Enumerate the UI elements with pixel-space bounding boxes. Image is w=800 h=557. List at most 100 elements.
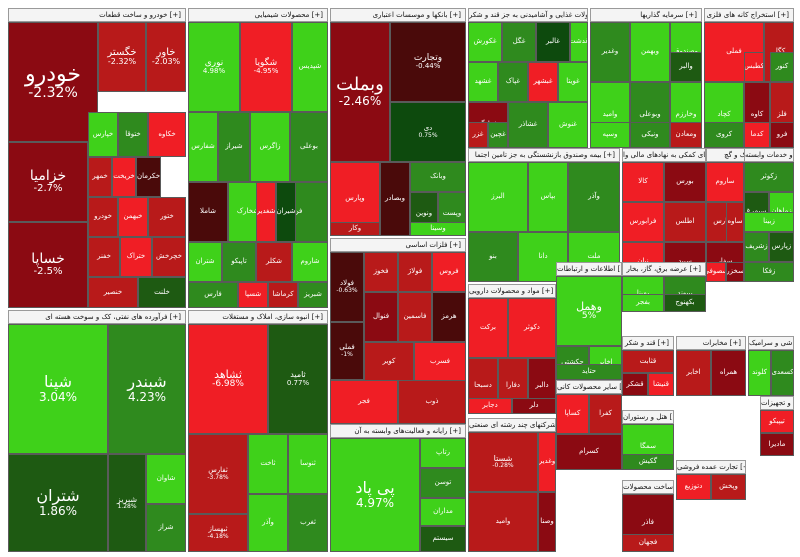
stock-tile[interactable]: ساوه <box>726 202 744 242</box>
stock-tile[interactable]: وسپه <box>590 122 630 148</box>
stock-tile[interactable]: زشریف <box>744 232 769 262</box>
stock-tile[interactable]: توسن <box>420 468 466 498</box>
stock-tile[interactable]: وپخش <box>711 474 746 500</box>
stock-tile[interactable]: زکوثر <box>744 162 794 192</box>
stock-tile[interactable]: وتجارت -0.44% <box>390 22 466 102</box>
stock-tile[interactable]: شتران 1.86% <box>8 454 108 552</box>
stock-tile[interactable]: همراه <box>711 350 746 396</box>
stock-tile[interactable]: شتران <box>188 242 222 282</box>
stock-tile[interactable]: فملی -1% <box>330 322 364 380</box>
sector-header[interactable]: تجارت عمده فروشی [+] <box>676 460 746 474</box>
sector-header[interactable]: ماشین آلات و تجهیزات [+] <box>760 396 794 410</box>
stock-tile[interactable]: زپارس <box>769 232 794 262</box>
stock-tile[interactable]: فجر <box>330 380 398 424</box>
stock-tile[interactable]: والبر <box>670 52 702 82</box>
stock-tile[interactable]: خریخت <box>112 157 136 197</box>
stock-tile[interactable]: نوری 4.98% <box>188 22 240 112</box>
stock-tile[interactable]: ختور <box>148 197 186 237</box>
stock-tile[interactable]: کدما <box>744 122 770 148</box>
stock-tile[interactable]: ختراک <box>120 237 152 277</box>
stock-tile[interactable]: دجابر <box>468 398 512 414</box>
stock-tile[interactable]: فروس <box>432 252 466 292</box>
sector-header[interactable]: محصولات شیمیایی [+] <box>188 8 328 22</box>
stock-tile[interactable]: دلر <box>512 398 556 414</box>
stock-tile[interactable]: فولاد -0.63% <box>330 252 364 322</box>
sector-header[interactable]: قند و شکر [+] <box>622 336 674 350</box>
stock-tile[interactable]: کویر <box>364 342 414 382</box>
stock-tile[interactable]: ذوب <box>398 380 466 424</box>
stock-tile[interactable]: کالا <box>622 162 664 202</box>
sector-header[interactable]: مخابرات [+] <box>676 336 746 350</box>
stock-tile[interactable]: شیراز <box>218 112 250 182</box>
stock-tile[interactable]: زاگرس <box>250 112 290 182</box>
stock-tile[interactable]: اخابر <box>676 350 711 396</box>
stock-tile[interactable]: شسپا <box>238 282 268 308</box>
stock-tile[interactable]: کرماشا <box>268 282 298 308</box>
stock-tile[interactable]: کلوند <box>748 350 771 396</box>
stock-tile[interactable]: فجهان <box>622 534 674 552</box>
stock-tile[interactable]: برکت <box>468 298 508 358</box>
sector-header[interactable]: محصولات غذایی و آشامیدنی به جز قند و شکر… <box>468 8 588 22</box>
stock-tile[interactable]: شفارس <box>188 112 218 182</box>
stock-tile[interactable]: غدشت <box>570 22 588 62</box>
stock-tile[interactable]: کفرا <box>589 394 622 434</box>
stock-tile[interactable]: وآذر <box>248 494 288 552</box>
stock-tile[interactable]: وآذر <box>568 162 620 232</box>
stock-tile[interactable]: شغدیر <box>256 182 276 242</box>
sector-header[interactable]: کاشی و سرامیک [+] <box>748 336 794 350</box>
sector-header[interactable]: سرمایه گذاریها [+] <box>590 8 702 22</box>
stock-tile[interactable]: ونیکی <box>630 122 670 148</box>
stock-tile[interactable]: وغدیر <box>538 432 556 492</box>
stock-tile[interactable]: وسینا <box>410 222 466 236</box>
stock-tile[interactable]: کسعدی <box>771 350 794 396</box>
stock-tile[interactable]: شگویا -4.95% <box>240 22 292 112</box>
stock-tile[interactable]: خفنر <box>88 237 120 277</box>
stock-tile[interactable]: ومعادن <box>670 122 702 148</box>
stock-tile[interactable]: شستا -0.28% <box>468 432 538 492</box>
stock-tile[interactable]: خپارس <box>88 112 118 157</box>
stock-tile[interactable]: دکوثر <box>508 298 556 358</box>
stock-tile[interactable]: خنصیر <box>88 277 138 308</box>
sector-header[interactable]: اطلاعات و ارتباطات [+] <box>556 262 622 276</box>
stock-tile[interactable]: فرو <box>770 122 794 148</box>
stock-tile[interactable]: بوعلی <box>290 112 328 182</box>
stock-tile[interactable]: خکاوه <box>148 112 186 157</box>
sector-header[interactable]: خودرو و ساخت قطعات [+] <box>8 8 186 22</box>
stock-tile[interactable]: وکار <box>330 222 380 236</box>
stock-tile[interactable]: خکرمان <box>136 157 161 197</box>
stock-tile[interactable]: خبهمن <box>118 197 148 237</box>
stock-tile[interactable]: شبندر 4.23% <box>108 324 186 454</box>
sector-header[interactable]: استخراج کانه های فلزی [+] <box>704 8 794 22</box>
stock-tile[interactable]: بکهنوج <box>664 294 706 312</box>
stock-tile[interactable]: تاپیکو <box>222 242 256 282</box>
stock-tile[interactable]: ثغرب <box>288 494 328 552</box>
stock-tile[interactable]: خودرو <box>88 197 118 237</box>
stock-tile[interactable]: غشهد <box>468 62 498 102</box>
sector-header[interactable]: بانکها و موسسات اعتباری [+] <box>330 8 466 22</box>
sector-header[interactable]: زراعت و خدمات وابسته [+] <box>744 148 794 162</box>
stock-tile[interactable]: قنیشا <box>648 373 674 396</box>
stock-tile[interactable]: وغدیر <box>590 22 630 82</box>
stock-tile[interactable]: حتاید <box>556 364 622 380</box>
stock-tile[interactable]: البرز <box>468 162 528 232</box>
stock-tile[interactable]: بورس <box>664 162 706 202</box>
stock-tile[interactable]: شبریز 1.28% <box>108 454 146 552</box>
stock-tile[interactable]: کساپا <box>556 394 589 434</box>
stock-tile[interactable]: وبصادر <box>380 162 410 236</box>
stock-tile[interactable]: وبملت -2.46% <box>330 22 390 162</box>
stock-tile[interactable]: شبریز <box>298 282 328 308</box>
sector-header[interactable]: شرکتهای چند رشته ای صنعتی [+] <box>468 418 556 432</box>
stock-tile[interactable]: کنور <box>770 52 794 82</box>
stock-tile[interactable]: ثفارس -3.78% <box>188 434 248 514</box>
stock-tile[interactable]: فاسمین <box>398 292 432 342</box>
stock-tile[interactable]: غگل <box>502 22 536 62</box>
stock-tile[interactable]: ختوقا <box>118 112 148 157</box>
sector-header[interactable]: هتل و رستوران [+] <box>622 410 674 424</box>
stock-tile[interactable]: غپاک <box>498 62 528 102</box>
stock-tile[interactable]: قثابت <box>622 350 674 373</box>
stock-tile[interactable]: غویتا <box>558 62 588 102</box>
stock-tile[interactable]: مادیرا <box>760 433 794 456</box>
sector-header[interactable]: بیمه وصندوق بازنشستگی به جز تامین اجتما … <box>468 148 620 162</box>
stock-tile[interactable]: شکلر <box>256 242 292 282</box>
stock-tile[interactable]: مداران <box>420 498 466 526</box>
